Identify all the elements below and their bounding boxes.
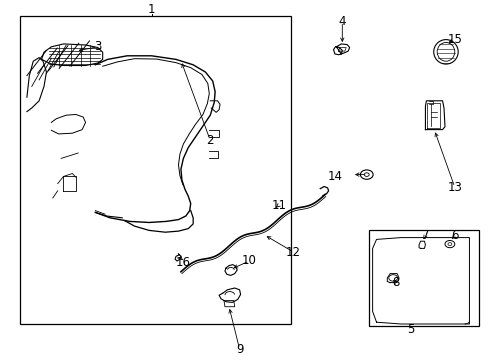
Text: 4: 4 <box>338 15 346 28</box>
Text: 8: 8 <box>391 276 399 289</box>
Text: 14: 14 <box>327 170 342 183</box>
Text: 10: 10 <box>242 255 256 267</box>
Text: 6: 6 <box>450 229 458 242</box>
Text: 13: 13 <box>447 181 461 194</box>
Bar <box>368 230 478 326</box>
Text: 12: 12 <box>285 246 300 258</box>
Text: 15: 15 <box>447 33 461 46</box>
Text: 7: 7 <box>421 229 428 242</box>
Text: 11: 11 <box>271 199 285 212</box>
Text: 5: 5 <box>406 323 414 336</box>
Text: 1: 1 <box>147 3 155 15</box>
Text: 3: 3 <box>94 40 102 53</box>
Bar <box>20 16 290 324</box>
Text: 2: 2 <box>206 134 214 147</box>
Text: 16: 16 <box>176 256 190 269</box>
Text: 9: 9 <box>235 343 243 356</box>
